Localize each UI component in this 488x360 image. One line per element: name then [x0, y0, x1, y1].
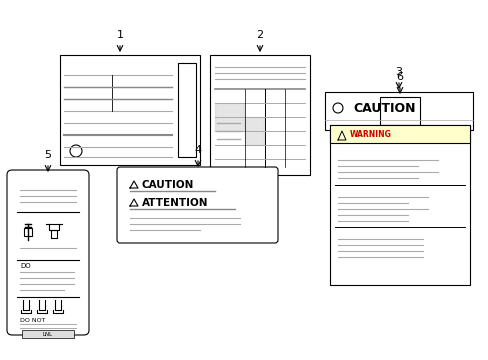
Bar: [209, 55, 309, 175]
Text: WARNING: WARNING: [349, 130, 391, 139]
Bar: [60, 55, 200, 165]
Text: 3: 3: [395, 67, 402, 77]
Bar: [22, 330, 74, 338]
Text: 1: 1: [116, 30, 123, 40]
Bar: [329, 125, 469, 285]
Text: CAUTION: CAUTION: [352, 102, 415, 114]
Bar: [379, 97, 419, 125]
Text: 4: 4: [194, 145, 201, 155]
Bar: [329, 125, 469, 143]
Text: ATTENTION: ATTENTION: [142, 198, 208, 208]
Text: DO NOT: DO NOT: [20, 318, 45, 323]
FancyBboxPatch shape: [7, 170, 89, 335]
Bar: [24, 228, 32, 236]
Bar: [178, 63, 196, 157]
Text: 2: 2: [256, 30, 263, 40]
Text: 6: 6: [396, 72, 403, 82]
FancyBboxPatch shape: [117, 167, 278, 243]
Text: DO: DO: [20, 263, 31, 269]
Text: LNL: LNL: [43, 332, 53, 337]
Text: CAUTION: CAUTION: [142, 180, 194, 190]
Bar: [325, 92, 472, 130]
Text: 5: 5: [44, 150, 51, 160]
